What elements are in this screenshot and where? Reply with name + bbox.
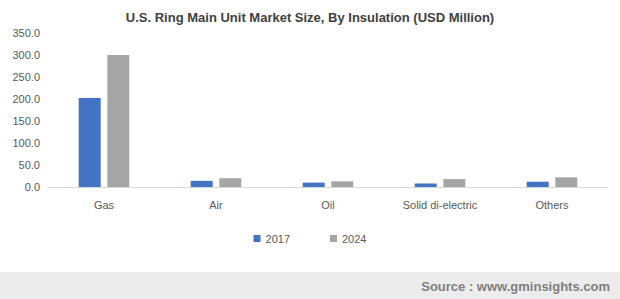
svg-text:Others: Others: [535, 199, 569, 211]
svg-text:100.0: 100.0: [12, 137, 40, 149]
svg-text:200.0: 200.0: [12, 93, 40, 105]
svg-text:50.0: 50.0: [19, 159, 40, 171]
svg-text:300.0: 300.0: [12, 49, 40, 61]
svg-text:2017: 2017: [266, 233, 290, 245]
svg-text:Solid di-electric: Solid di-electric: [403, 199, 478, 211]
svg-text:Source : www.gminsights.com: Source : www.gminsights.com: [421, 279, 610, 294]
svg-text:0.0: 0.0: [25, 181, 40, 193]
svg-text:U.S. Ring Main Unit Market Siz: U.S. Ring Main Unit Market Size, By Insu…: [126, 10, 494, 25]
svg-text:Gas: Gas: [94, 199, 115, 211]
svg-text:2024: 2024: [342, 233, 366, 245]
svg-text:Air: Air: [209, 199, 223, 211]
svg-text:Oil: Oil: [321, 199, 334, 211]
svg-text:350.0: 350.0: [12, 27, 40, 39]
svg-text:150.0: 150.0: [12, 115, 40, 127]
svg-text:250.0: 250.0: [12, 71, 40, 83]
